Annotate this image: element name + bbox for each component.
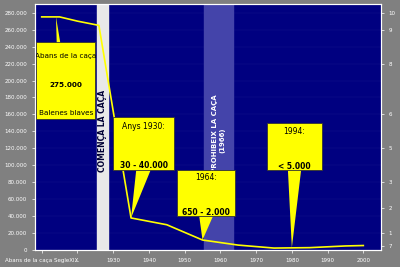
Text: Anys 1930:: Anys 1930: <box>122 122 165 131</box>
Text: COMENÇA LA CAÇA: COMENÇA LA CAÇA <box>98 90 107 172</box>
Bar <box>97 4 108 250</box>
Text: ES PROHIBEIX LA CAÇA
(1966): ES PROHIBEIX LA CAÇA (1966) <box>212 95 225 185</box>
FancyBboxPatch shape <box>178 170 235 216</box>
Bar <box>204 4 233 250</box>
Text: 1994:: 1994: <box>284 127 306 136</box>
Text: 275.000: 275.000 <box>49 82 82 88</box>
Polygon shape <box>56 17 73 119</box>
Text: 30 - 40.000: 30 - 40.000 <box>120 162 168 170</box>
FancyBboxPatch shape <box>113 117 174 170</box>
Polygon shape <box>131 170 151 218</box>
Text: Abans de la caça: Abans de la caça <box>35 53 96 59</box>
Polygon shape <box>199 216 213 240</box>
Polygon shape <box>288 170 301 248</box>
Text: < 5.000: < 5.000 <box>278 162 311 171</box>
Text: 650 - 2.000: 650 - 2.000 <box>182 209 230 218</box>
FancyBboxPatch shape <box>36 42 95 119</box>
Text: 1964:: 1964: <box>195 174 217 183</box>
FancyBboxPatch shape <box>267 123 322 170</box>
Text: Balenes blaves: Balenes blaves <box>39 110 93 116</box>
